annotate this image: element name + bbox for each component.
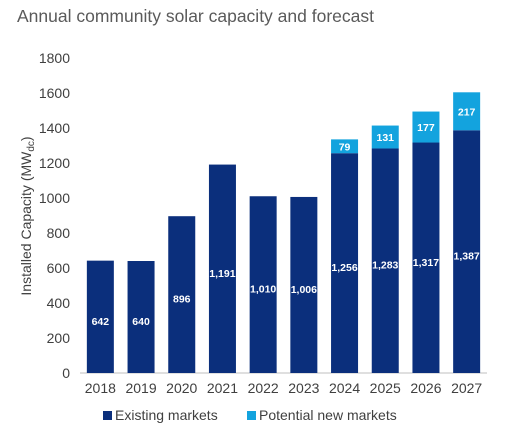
legend-label-potential: Potential new markets <box>259 407 397 423</box>
data-label-existing-2024: 1,256 <box>331 262 357 274</box>
data-label-existing-2019: 640 <box>132 316 150 328</box>
data-label-existing-2021: 1,191 <box>209 268 235 280</box>
data-label-existing-2022: 1,010 <box>250 284 276 296</box>
x-tick-label: 2025 <box>370 380 401 396</box>
bar-existing-2026 <box>412 142 440 373</box>
data-label-existing-2023: 1,006 <box>291 284 317 296</box>
svg-text:Installed Capacity (MWdc): Installed Capacity (MWdc) <box>18 136 37 295</box>
bar-potential-2026 <box>412 111 440 143</box>
x-tick-label: 2019 <box>125 380 156 396</box>
y-tick-label: 1000 <box>39 190 70 206</box>
y-tick-label: 400 <box>47 295 71 311</box>
legend-swatch-potential <box>247 411 256 420</box>
data-label-potential-2027: 217 <box>458 106 476 118</box>
x-tick-label: 2022 <box>248 380 279 396</box>
legend-label-existing: Existing markets <box>115 407 218 423</box>
legend: Existing markets Potential new markets <box>103 407 397 423</box>
bar-existing-2022 <box>249 196 277 373</box>
x-tick-label: 2027 <box>451 380 482 396</box>
bar-potential-2024 <box>331 139 359 154</box>
y-tick-label: 1200 <box>39 155 70 171</box>
y-tick-label: 1800 <box>39 50 70 66</box>
data-label-potential-2026: 177 <box>417 122 435 134</box>
x-tick-label: 2026 <box>410 380 441 396</box>
x-tick-label: 2023 <box>288 380 319 396</box>
y-axis-label: Installed Capacity (MWdc) <box>18 136 37 295</box>
bar-potential-2027 <box>453 92 481 131</box>
bar-existing-2019 <box>127 261 155 373</box>
y-tick-label: 200 <box>47 330 71 346</box>
bar-potential-2025 <box>371 125 399 149</box>
y-axis-ticks: 0 200 400 600 800 1000 1200 1400 1600 1800 <box>39 50 70 381</box>
x-axis-ticks: 2018 2019 2020 2021 2022 2023 2024 2025 2026 2027 <box>85 380 483 396</box>
y-tick-label: 0 <box>62 365 70 381</box>
chart-title: Annual community solar capacity and fore… <box>17 6 374 26</box>
bar-existing-2027 <box>453 130 481 373</box>
data-label-existing-2025: 1,283 <box>372 260 398 272</box>
x-tick-label: 2020 <box>166 380 197 396</box>
y-axis-label-close: ) <box>18 136 34 141</box>
legend-swatch-existing <box>103 411 112 420</box>
y-tick-label: 600 <box>47 260 71 276</box>
y-tick-label: 1600 <box>39 85 70 101</box>
x-tick-label: 2024 <box>329 380 360 396</box>
data-label-existing-2026: 1,317 <box>413 257 439 269</box>
x-tick-label: 2018 <box>85 380 116 396</box>
data-label-potential-2024: 79 <box>339 141 351 153</box>
data-label-potential-2025: 131 <box>376 132 394 144</box>
bars-group: 642 640 896 1,191 1,010 1,006 1,256 79 1,283 131 1… <box>86 92 481 373</box>
data-label-existing-2027: 1,387 <box>454 251 480 263</box>
y-tick-label: 800 <box>47 225 71 241</box>
bar-existing-2024 <box>331 153 359 373</box>
y-axis-label-subscript: dc <box>26 141 37 152</box>
data-label-existing-2018: 642 <box>92 316 110 328</box>
x-tick-label: 2021 <box>207 380 238 396</box>
y-axis-label-main: Installed Capacity (MW <box>18 151 34 296</box>
bar-existing-2021 <box>208 164 236 373</box>
y-tick-label: 1400 <box>39 120 70 136</box>
data-label-existing-2020: 896 <box>173 294 191 306</box>
bar-existing-2018 <box>86 260 114 373</box>
bar-existing-2023 <box>290 196 318 373</box>
bar-existing-2025 <box>371 148 399 373</box>
bar-existing-2020 <box>168 216 196 373</box>
